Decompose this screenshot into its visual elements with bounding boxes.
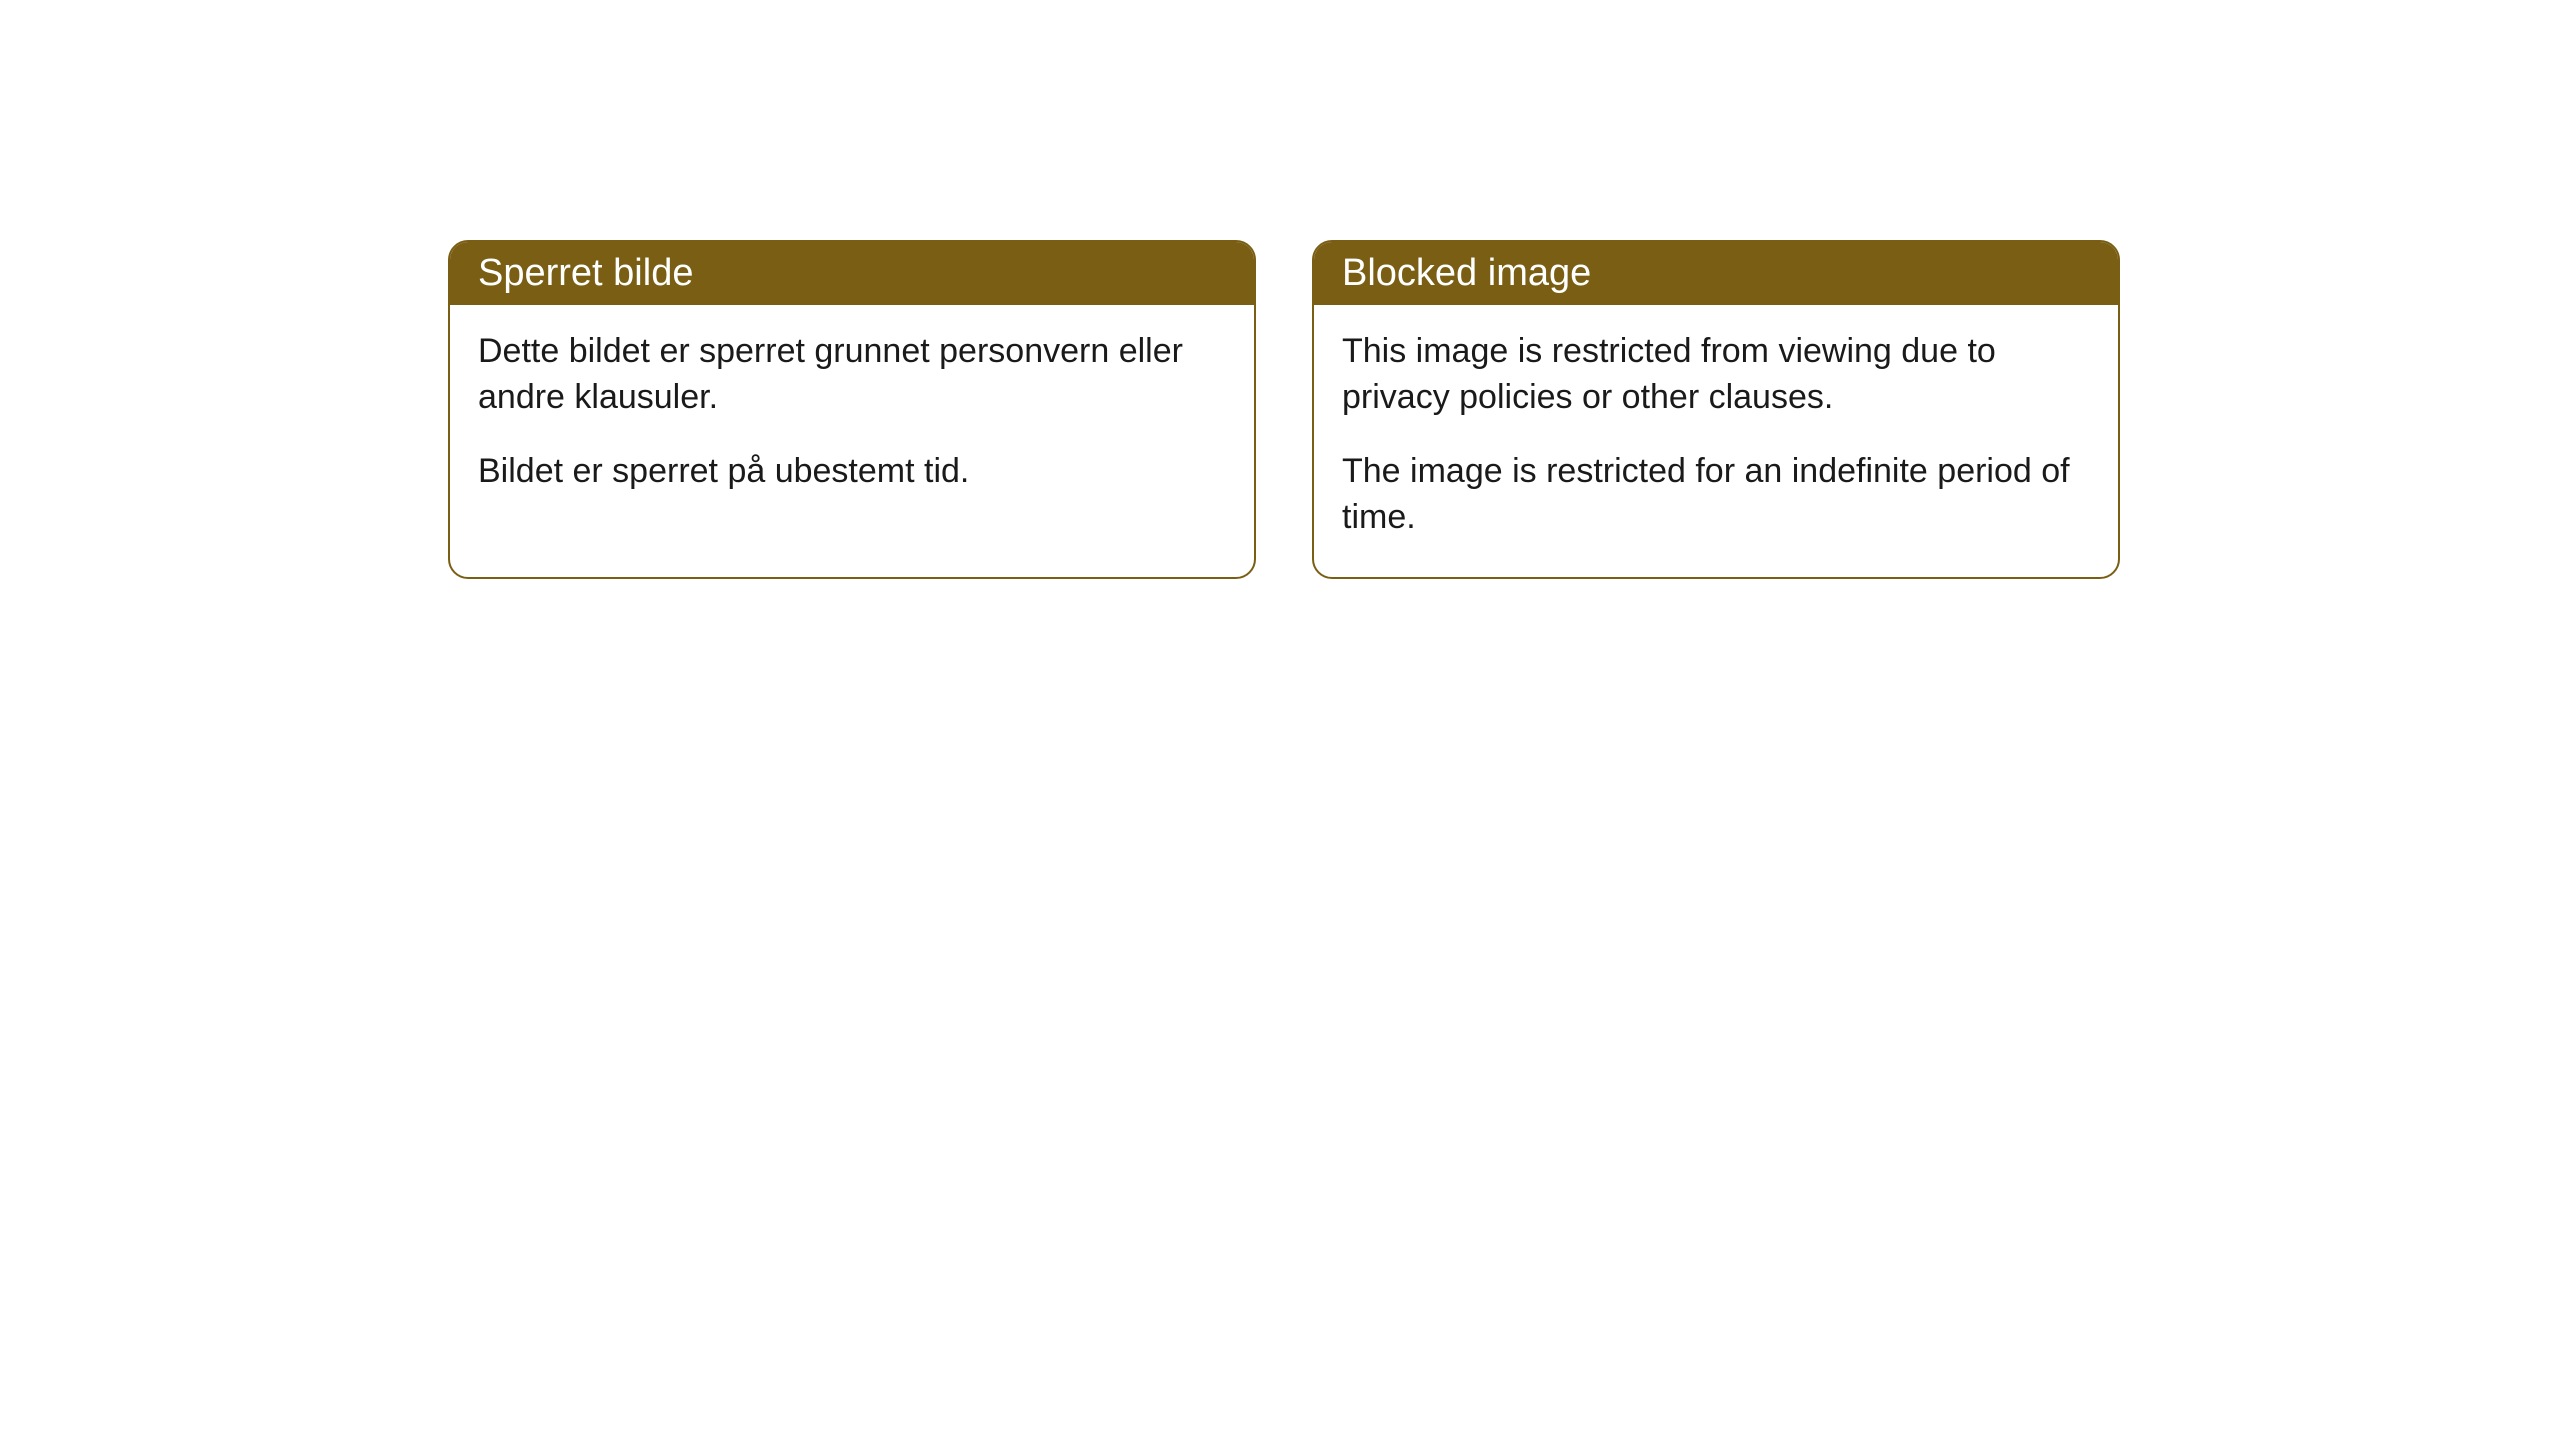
notice-card-english: Blocked image This image is restricted f… <box>1312 240 2120 579</box>
notice-card-norwegian: Sperret bilde Dette bildet er sperret gr… <box>448 240 1256 579</box>
notice-header-english: Blocked image <box>1314 242 2118 305</box>
notice-body-norwegian: Dette bildet er sperret grunnet personve… <box>450 305 1254 531</box>
notice-paragraph: Dette bildet er sperret grunnet personve… <box>478 329 1226 421</box>
notice-paragraph: Bildet er sperret på ubestemt tid. <box>478 449 1226 495</box>
notice-paragraph: This image is restricted from viewing du… <box>1342 329 2090 421</box>
notice-container: Sperret bilde Dette bildet er sperret gr… <box>0 0 2560 579</box>
notice-title: Sperret bilde <box>478 252 693 294</box>
notice-paragraph: The image is restricted for an indefinit… <box>1342 449 2090 541</box>
notice-body-english: This image is restricted from viewing du… <box>1314 305 2118 577</box>
notice-header-norwegian: Sperret bilde <box>450 242 1254 305</box>
notice-title: Blocked image <box>1342 252 1591 294</box>
